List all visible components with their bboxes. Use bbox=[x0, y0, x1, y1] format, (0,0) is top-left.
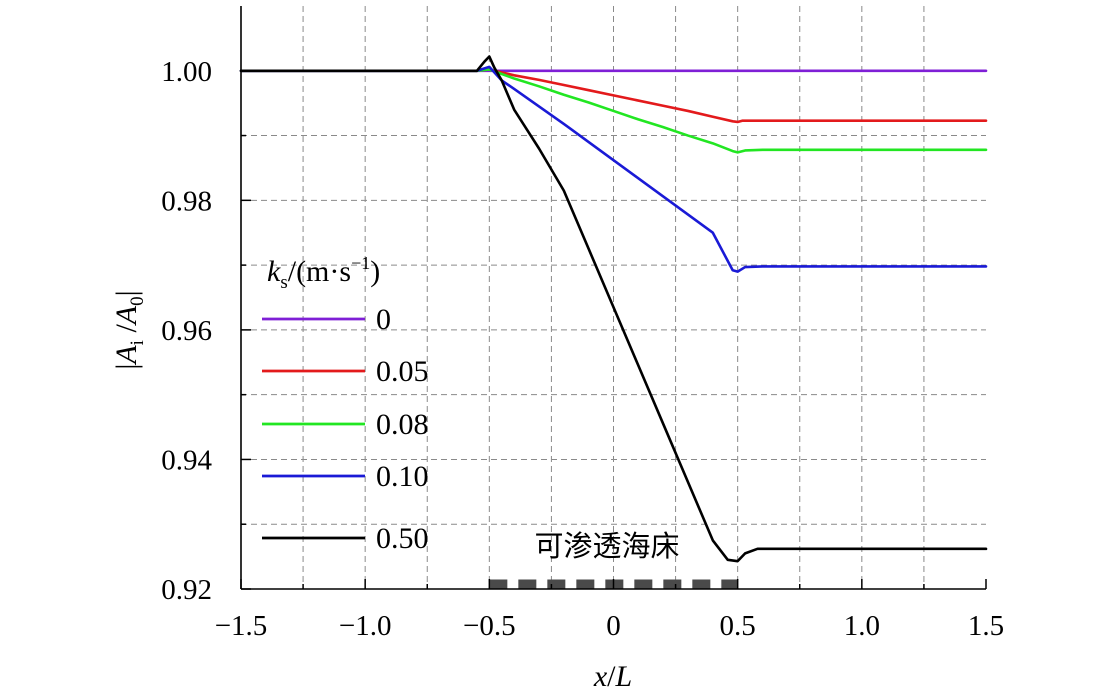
y-tick-label: 0.94 bbox=[161, 444, 212, 476]
series-line-0.05 bbox=[239, 68, 988, 124]
series-line-0.08 bbox=[239, 68, 988, 154]
y-axis-title: |Ai /A0| bbox=[110, 290, 148, 369]
x-tick-label: −1.0 bbox=[339, 610, 392, 642]
x-tick-label: 1.5 bbox=[968, 610, 1004, 642]
grid bbox=[241, 6, 986, 589]
x-tick-label: 1.0 bbox=[844, 610, 880, 642]
legend-label-0.05: 0.05 bbox=[376, 355, 429, 388]
series-lines bbox=[239, 55, 988, 563]
y-tick-label: 0.92 bbox=[161, 574, 212, 606]
x-tick-label: 0.5 bbox=[720, 610, 756, 642]
svg-text:|Ai /A0|: |Ai /A0| bbox=[110, 290, 148, 369]
x-tick-label: −1.5 bbox=[215, 610, 268, 642]
legend-title: ks/(m·s−1) bbox=[267, 253, 380, 293]
x-tick-label: 0 bbox=[606, 610, 621, 642]
annotation-label: 可渗透海床 bbox=[534, 529, 679, 563]
x-tick-label: −0.5 bbox=[463, 610, 516, 642]
legend-label-0.10: 0.10 bbox=[376, 460, 429, 493]
legend: ks/(m·s−1) 0 0.05 0.08 0.10 0.50 bbox=[262, 253, 429, 555]
x-axis-title: x/L bbox=[593, 660, 632, 693]
ticks: −1.5 −1.0 −0.5 0 0.5 1.0 1.5 0.92 0.94 0.96 0.98 1.… bbox=[161, 56, 1004, 642]
y-tick-label: 1.00 bbox=[161, 56, 212, 88]
legend-label-0: 0 bbox=[376, 303, 391, 336]
series-line-0.50 bbox=[239, 55, 988, 563]
y-tick-label: 0.96 bbox=[161, 315, 212, 347]
y-tick-label: 0.98 bbox=[161, 185, 212, 217]
legend-label-0.50: 0.50 bbox=[376, 522, 429, 555]
legend-label-0.08: 0.08 bbox=[376, 408, 429, 441]
